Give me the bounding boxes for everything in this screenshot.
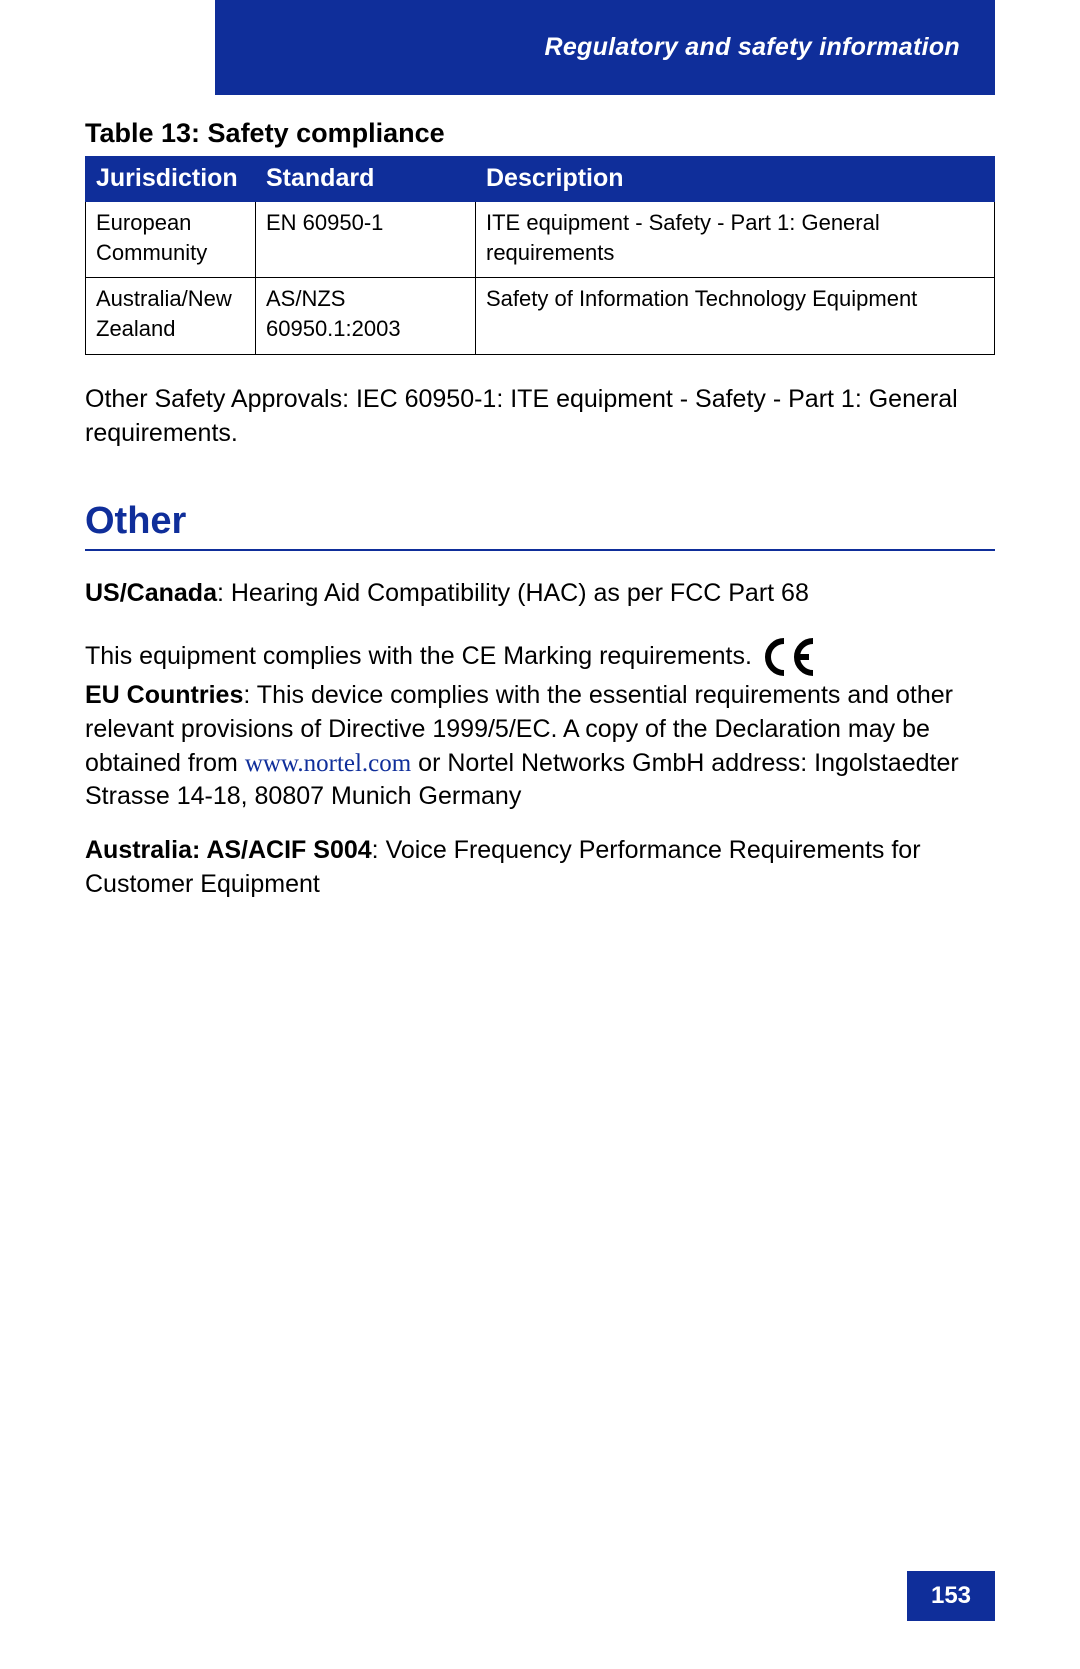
- australia-para: Australia: AS/ACIF S004: Voice Frequency…: [85, 834, 995, 902]
- other-safety-approvals: Other Safety Approvals: IEC 60950-1: ITE…: [85, 383, 995, 451]
- nortel-link[interactable]: www.nortel.com: [245, 750, 411, 777]
- safety-compliance-table: Jurisdiction Standard Description Europe…: [85, 156, 995, 355]
- ce-compliance-text: This equipment complies with the CE Mark…: [85, 640, 752, 674]
- eu-label: EU Countries: [85, 681, 243, 709]
- australia-label: Australia: AS/ACIF S004: [85, 836, 372, 864]
- table-row: European Community EN 60950-1 ITE equipm…: [86, 202, 995, 278]
- us-canada-para: US/Canada: Hearing Aid Compatibility (HA…: [85, 577, 995, 611]
- cell-description: ITE equipment - Safety - Part 1: General…: [476, 202, 995, 278]
- table-row: Australia/New Zealand AS/NZS 60950.1:200…: [86, 278, 995, 354]
- th-jurisdiction: Jurisdiction: [86, 157, 256, 202]
- cell-jurisdiction: Australia/New Zealand: [86, 278, 256, 354]
- page-number: 153: [907, 1571, 995, 1621]
- ce-mark-icon: [760, 637, 817, 677]
- header-title: Regulatory and safety information: [544, 33, 960, 62]
- cell-jurisdiction: European Community: [86, 202, 256, 278]
- th-standard: Standard: [256, 157, 476, 202]
- page-root: Regulatory and safety information Table …: [0, 0, 1080, 1669]
- ce-c-glyph: [760, 637, 788, 677]
- us-canada-text: : Hearing Aid Compatibility (HAC) as per…: [217, 579, 809, 607]
- ce-compliance-line: This equipment complies with the CE Mark…: [85, 637, 995, 677]
- section-heading-other: Other: [85, 500, 995, 551]
- ce-e-glyph: [789, 637, 817, 677]
- cell-standard: EN 60950-1: [256, 202, 476, 278]
- eu-countries-para: EU Countries: This device complies with …: [85, 679, 995, 814]
- header-bar: Regulatory and safety information: [215, 0, 995, 95]
- us-canada-label: US/Canada: [85, 579, 217, 607]
- cell-description: Safety of Information Technology Equipme…: [476, 278, 995, 354]
- th-description: Description: [476, 157, 995, 202]
- table-header-row: Jurisdiction Standard Description: [86, 157, 995, 202]
- table-caption: Table 13: Safety compliance: [85, 118, 995, 149]
- content-area: Table 13: Safety compliance Jurisdiction…: [85, 118, 995, 902]
- cell-standard: AS/NZS 60950.1:2003: [256, 278, 476, 354]
